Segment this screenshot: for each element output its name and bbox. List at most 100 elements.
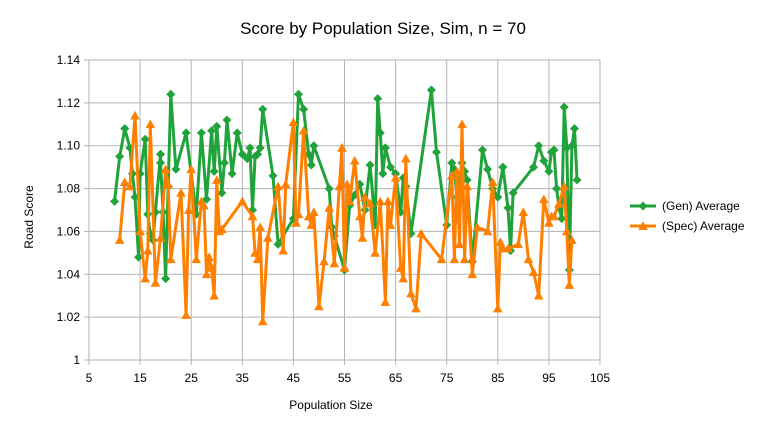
data-point-triangle bbox=[554, 198, 564, 208]
data-point-triangle bbox=[165, 254, 176, 264]
x-tick-label: 15 bbox=[133, 371, 147, 385]
data-point-triangle bbox=[398, 273, 409, 283]
x-axis-label: Population Size bbox=[289, 398, 373, 412]
data-point-diamond bbox=[552, 184, 562, 194]
data-point-diamond bbox=[534, 141, 544, 151]
data-point-triangle bbox=[278, 245, 288, 255]
data-point-triangle bbox=[186, 164, 196, 174]
data-point-diamond bbox=[426, 85, 436, 95]
data-point-diamond bbox=[549, 145, 559, 155]
data-point-triangle bbox=[211, 175, 222, 184]
axis-layer: 1 1.02 1.04 1.06 1.08 1.10 1.12 1.14 5 15 25 35 45 55… bbox=[57, 53, 611, 385]
data-point-triangle bbox=[329, 258, 340, 268]
data-point-triangle bbox=[339, 263, 350, 272]
y-tick-label: 1.12 bbox=[57, 96, 81, 110]
x-tick-label: 5 bbox=[86, 371, 93, 385]
data-point-triangle bbox=[355, 211, 365, 221]
data-point-diamond bbox=[378, 169, 388, 179]
data-point-triangle bbox=[344, 196, 355, 206]
data-point-diamond bbox=[385, 162, 395, 172]
x-tick-label: 105 bbox=[590, 371, 610, 385]
data-point-triangle bbox=[303, 211, 314, 221]
x-tick-label: 65 bbox=[389, 371, 403, 385]
data-point-triangle bbox=[237, 196, 248, 206]
data-point-triangle bbox=[360, 192, 370, 201]
data-point-triangle bbox=[370, 248, 380, 257]
data-point-diamond bbox=[156, 158, 166, 168]
x-tick-label: 25 bbox=[185, 371, 199, 385]
data-point-triangle bbox=[255, 222, 265, 231]
data-point-diamond bbox=[250, 151, 260, 161]
data-point-triangle bbox=[385, 220, 396, 229]
data-point-triangle bbox=[250, 248, 260, 257]
data-point-triangle bbox=[160, 164, 171, 174]
data-point-triangle bbox=[564, 280, 575, 289]
data-point-diamond bbox=[567, 141, 577, 151]
data-point-triangle bbox=[513, 239, 524, 249]
data-point-diamond bbox=[373, 94, 383, 104]
legend-label: (Gen) Average bbox=[662, 199, 740, 213]
data-point-diamond bbox=[217, 188, 227, 198]
y-tick-label: 1.08 bbox=[57, 182, 81, 196]
data-point-diamond bbox=[544, 166, 554, 176]
data-point-triangle bbox=[204, 252, 214, 261]
data-point-triangle bbox=[567, 235, 577, 244]
legend-item: (Gen) Average bbox=[630, 199, 740, 213]
data-point-triangle bbox=[314, 301, 324, 311]
data-point-triangle bbox=[155, 233, 166, 242]
data-point-diamond bbox=[171, 164, 181, 174]
data-point-triangle bbox=[528, 267, 539, 276]
data-point-triangle bbox=[142, 245, 153, 255]
data-point-triangle bbox=[319, 256, 329, 266]
data-point-triangle bbox=[247, 211, 258, 221]
data-point-triangle bbox=[334, 181, 345, 191]
data-point-diamond bbox=[324, 184, 334, 194]
x-tick-label: 75 bbox=[440, 371, 454, 385]
data-point-triangle bbox=[365, 198, 375, 208]
data-point-triangle bbox=[452, 166, 462, 176]
data-point-triangle bbox=[436, 254, 447, 264]
data-point-diamond bbox=[462, 175, 472, 185]
data-point-triangle bbox=[523, 254, 534, 264]
data-point-diamond bbox=[232, 128, 242, 138]
data-point-triangle bbox=[191, 254, 202, 264]
data-point-diamond bbox=[212, 121, 222, 131]
data-point-triangle bbox=[163, 179, 174, 189]
data-point-diamond bbox=[227, 169, 237, 179]
data-point-diamond bbox=[638, 201, 648, 211]
data-point-diamond bbox=[557, 214, 567, 224]
data-point-triangle bbox=[150, 278, 161, 287]
series-spec-average bbox=[114, 110, 577, 326]
data-point-triangle bbox=[114, 235, 125, 244]
data-point-triangle bbox=[199, 200, 209, 210]
data-point-diamond bbox=[493, 192, 503, 202]
data-point-diamond bbox=[508, 188, 518, 198]
x-tick-label: 35 bbox=[236, 371, 250, 385]
data-point-triangle bbox=[411, 303, 421, 313]
data-point-triangle bbox=[518, 207, 529, 216]
data-point-triangle bbox=[273, 181, 283, 191]
data-point-diamond bbox=[140, 134, 150, 144]
data-point-triangle bbox=[217, 224, 227, 234]
data-point-diamond bbox=[569, 124, 579, 134]
data-point-triangle bbox=[176, 188, 186, 197]
data-point-triangle bbox=[638, 221, 648, 230]
data-point-triangle bbox=[263, 233, 273, 242]
data-point-diamond bbox=[309, 141, 319, 151]
data-point-diamond bbox=[166, 89, 176, 99]
data-point-triangle bbox=[549, 211, 559, 221]
data-point-diamond bbox=[268, 171, 278, 181]
data-point-diamond bbox=[134, 252, 144, 262]
data-point-diamond bbox=[299, 104, 309, 114]
legend-label: (Spec) Average bbox=[662, 219, 745, 233]
data-point-triangle bbox=[342, 179, 352, 189]
data-point-triangle bbox=[472, 222, 483, 231]
data-point-triangle bbox=[125, 181, 135, 191]
y-tick-label: 1.10 bbox=[57, 139, 81, 153]
x-tick-label: 55 bbox=[338, 371, 352, 385]
data-point-triangle bbox=[293, 209, 304, 219]
data-point-diamond bbox=[258, 104, 268, 114]
data-point-triangle bbox=[538, 194, 549, 204]
